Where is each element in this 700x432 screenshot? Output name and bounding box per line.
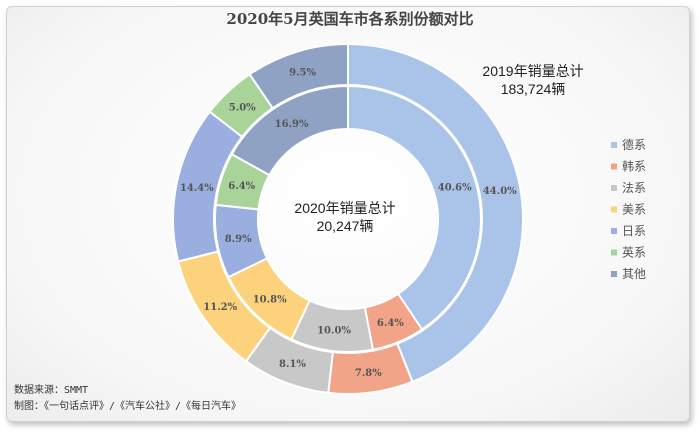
inner-label-3: 10.8% [253, 294, 287, 305]
legend-label-2: 法系 [622, 181, 646, 195]
legend-label-5: 英系 [622, 246, 646, 260]
legend-swatch-5 [611, 249, 617, 256]
legend-swatch-3 [611, 206, 617, 213]
legend-swatch-4 [611, 228, 617, 234]
inner-slice-6 [230, 84, 349, 177]
outer-label-4: 14.4% [180, 183, 214, 194]
inner-ring-2020 [214, 84, 482, 353]
legend-label-4: 日系 [622, 224, 646, 238]
outer-label-6: 9.5% [289, 67, 316, 78]
outer-total-label: 2019年销量总计 [482, 63, 583, 79]
inner-label-2: 10.0% [317, 326, 351, 337]
legend-label-3: 美系 [622, 203, 646, 217]
outer-label-5: 5.0% [229, 102, 256, 113]
inner-total-value: 20,247辆 [317, 218, 374, 234]
chart-title: 2020年5月英国车市各系别份额对比 [226, 10, 473, 28]
inner-label-0: 40.6% [438, 183, 472, 194]
source-note: 数据来源：SMMT [14, 383, 88, 396]
legend-label-6: 其他 [622, 267, 646, 281]
outer-label-2: 8.1% [279, 359, 306, 370]
inner-label-1: 6.4% [377, 318, 404, 329]
inner-label-5: 6.4% [228, 181, 255, 192]
outer-label-3: 11.2% [203, 302, 237, 313]
legend-swatch-1 [611, 163, 617, 170]
legend-label-0: 德系 [622, 137, 646, 152]
inner-slice-0 [347, 84, 482, 331]
legend-swatch-6 [611, 271, 617, 277]
percent-labels: 44.0% 7.8% 8.1% 11.2% 14.4% 5.0% 9.5% 40.6% 6.4%… [180, 67, 517, 379]
outer-label-1: 7.8% [355, 368, 382, 379]
legend-label-1: 韩系 [622, 159, 646, 174]
inner-label-4: 8.9% [225, 234, 252, 245]
inner-label-6: 16.9% [275, 119, 309, 130]
legend-swatch-0 [611, 142, 617, 148]
legend-swatch-2 [611, 185, 617, 191]
credit-note: 制图：《一句话点评》/《汽车公社》/《每日汽车》 [14, 399, 241, 412]
outer-label-0: 44.0% [483, 186, 517, 197]
outer-total-value: 183,724辆 [501, 81, 566, 97]
inner-total-label: 2020年销量总计 [294, 200, 395, 216]
